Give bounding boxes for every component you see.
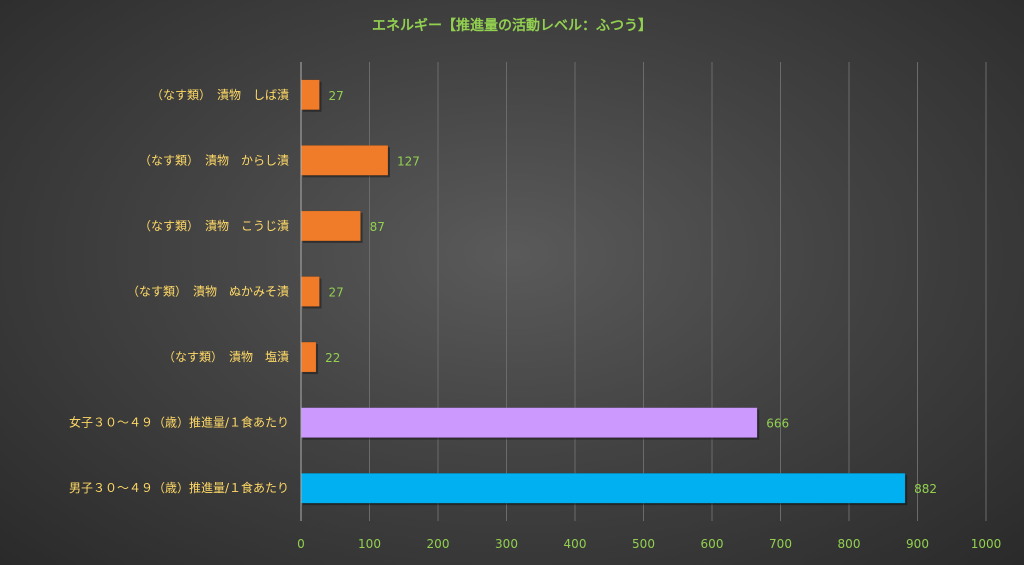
x-tick-label: 200	[427, 537, 450, 551]
category-label: （なす類） 漬物 ぬかみそ漬	[127, 284, 289, 299]
bar	[300, 276, 320, 307]
category-label: （なす類） 漬物 からし漬	[139, 152, 289, 167]
category-label: 男子３０～４９（歳）推進量/１食あたり	[69, 480, 289, 495]
data-label: 22	[325, 351, 340, 365]
x-tick-label: 600	[701, 537, 724, 551]
chart-title: エネルギー【推進量の活動レベル：ふつう】	[372, 17, 652, 34]
category-label: （なす類） 漬物 こうじ漬	[139, 218, 289, 233]
data-label: 882	[914, 482, 937, 496]
bar	[300, 407, 758, 438]
category-label: （なす類） 漬物 しば漬	[151, 87, 289, 102]
data-label: 666	[766, 417, 789, 431]
bar	[300, 79, 320, 111]
x-tick-label: 1000	[971, 537, 1002, 551]
category-label: 女子３０～４９（歳）推進量/１食あたり	[69, 415, 289, 430]
category-label: （なす類） 漬物 塩漬	[163, 349, 289, 364]
x-tick-label: 300	[495, 537, 518, 551]
x-tick-label: 0	[297, 537, 305, 551]
x-axis-tick-labels: 0 100 200 300 400 500 600 700 800 900 1000	[297, 537, 1001, 551]
bar	[300, 145, 389, 176]
bar	[300, 472, 906, 504]
bars	[300, 79, 908, 506]
data-label: 27	[328, 286, 343, 300]
bar	[300, 341, 317, 373]
bar	[300, 210, 361, 242]
x-tick-label: 100	[358, 537, 381, 551]
x-tick-label: 400	[564, 537, 587, 551]
x-tick-label: 500	[632, 537, 655, 551]
x-tick-label: 800	[838, 537, 861, 551]
x-tick-label: 900	[906, 537, 929, 551]
category-labels: （なす類） 漬物 しば漬 （なす類） 漬物 からし漬 （なす類） 漬物 こうじ漬 （な…	[69, 87, 289, 495]
data-label: 87	[370, 220, 385, 234]
data-label: 127	[397, 154, 420, 168]
x-tick-label: 700	[769, 537, 792, 551]
gridlines	[369, 62, 987, 521]
data-labels: 27 127 87 27 22 666 882	[325, 89, 937, 496]
data-label: 27	[328, 89, 343, 103]
